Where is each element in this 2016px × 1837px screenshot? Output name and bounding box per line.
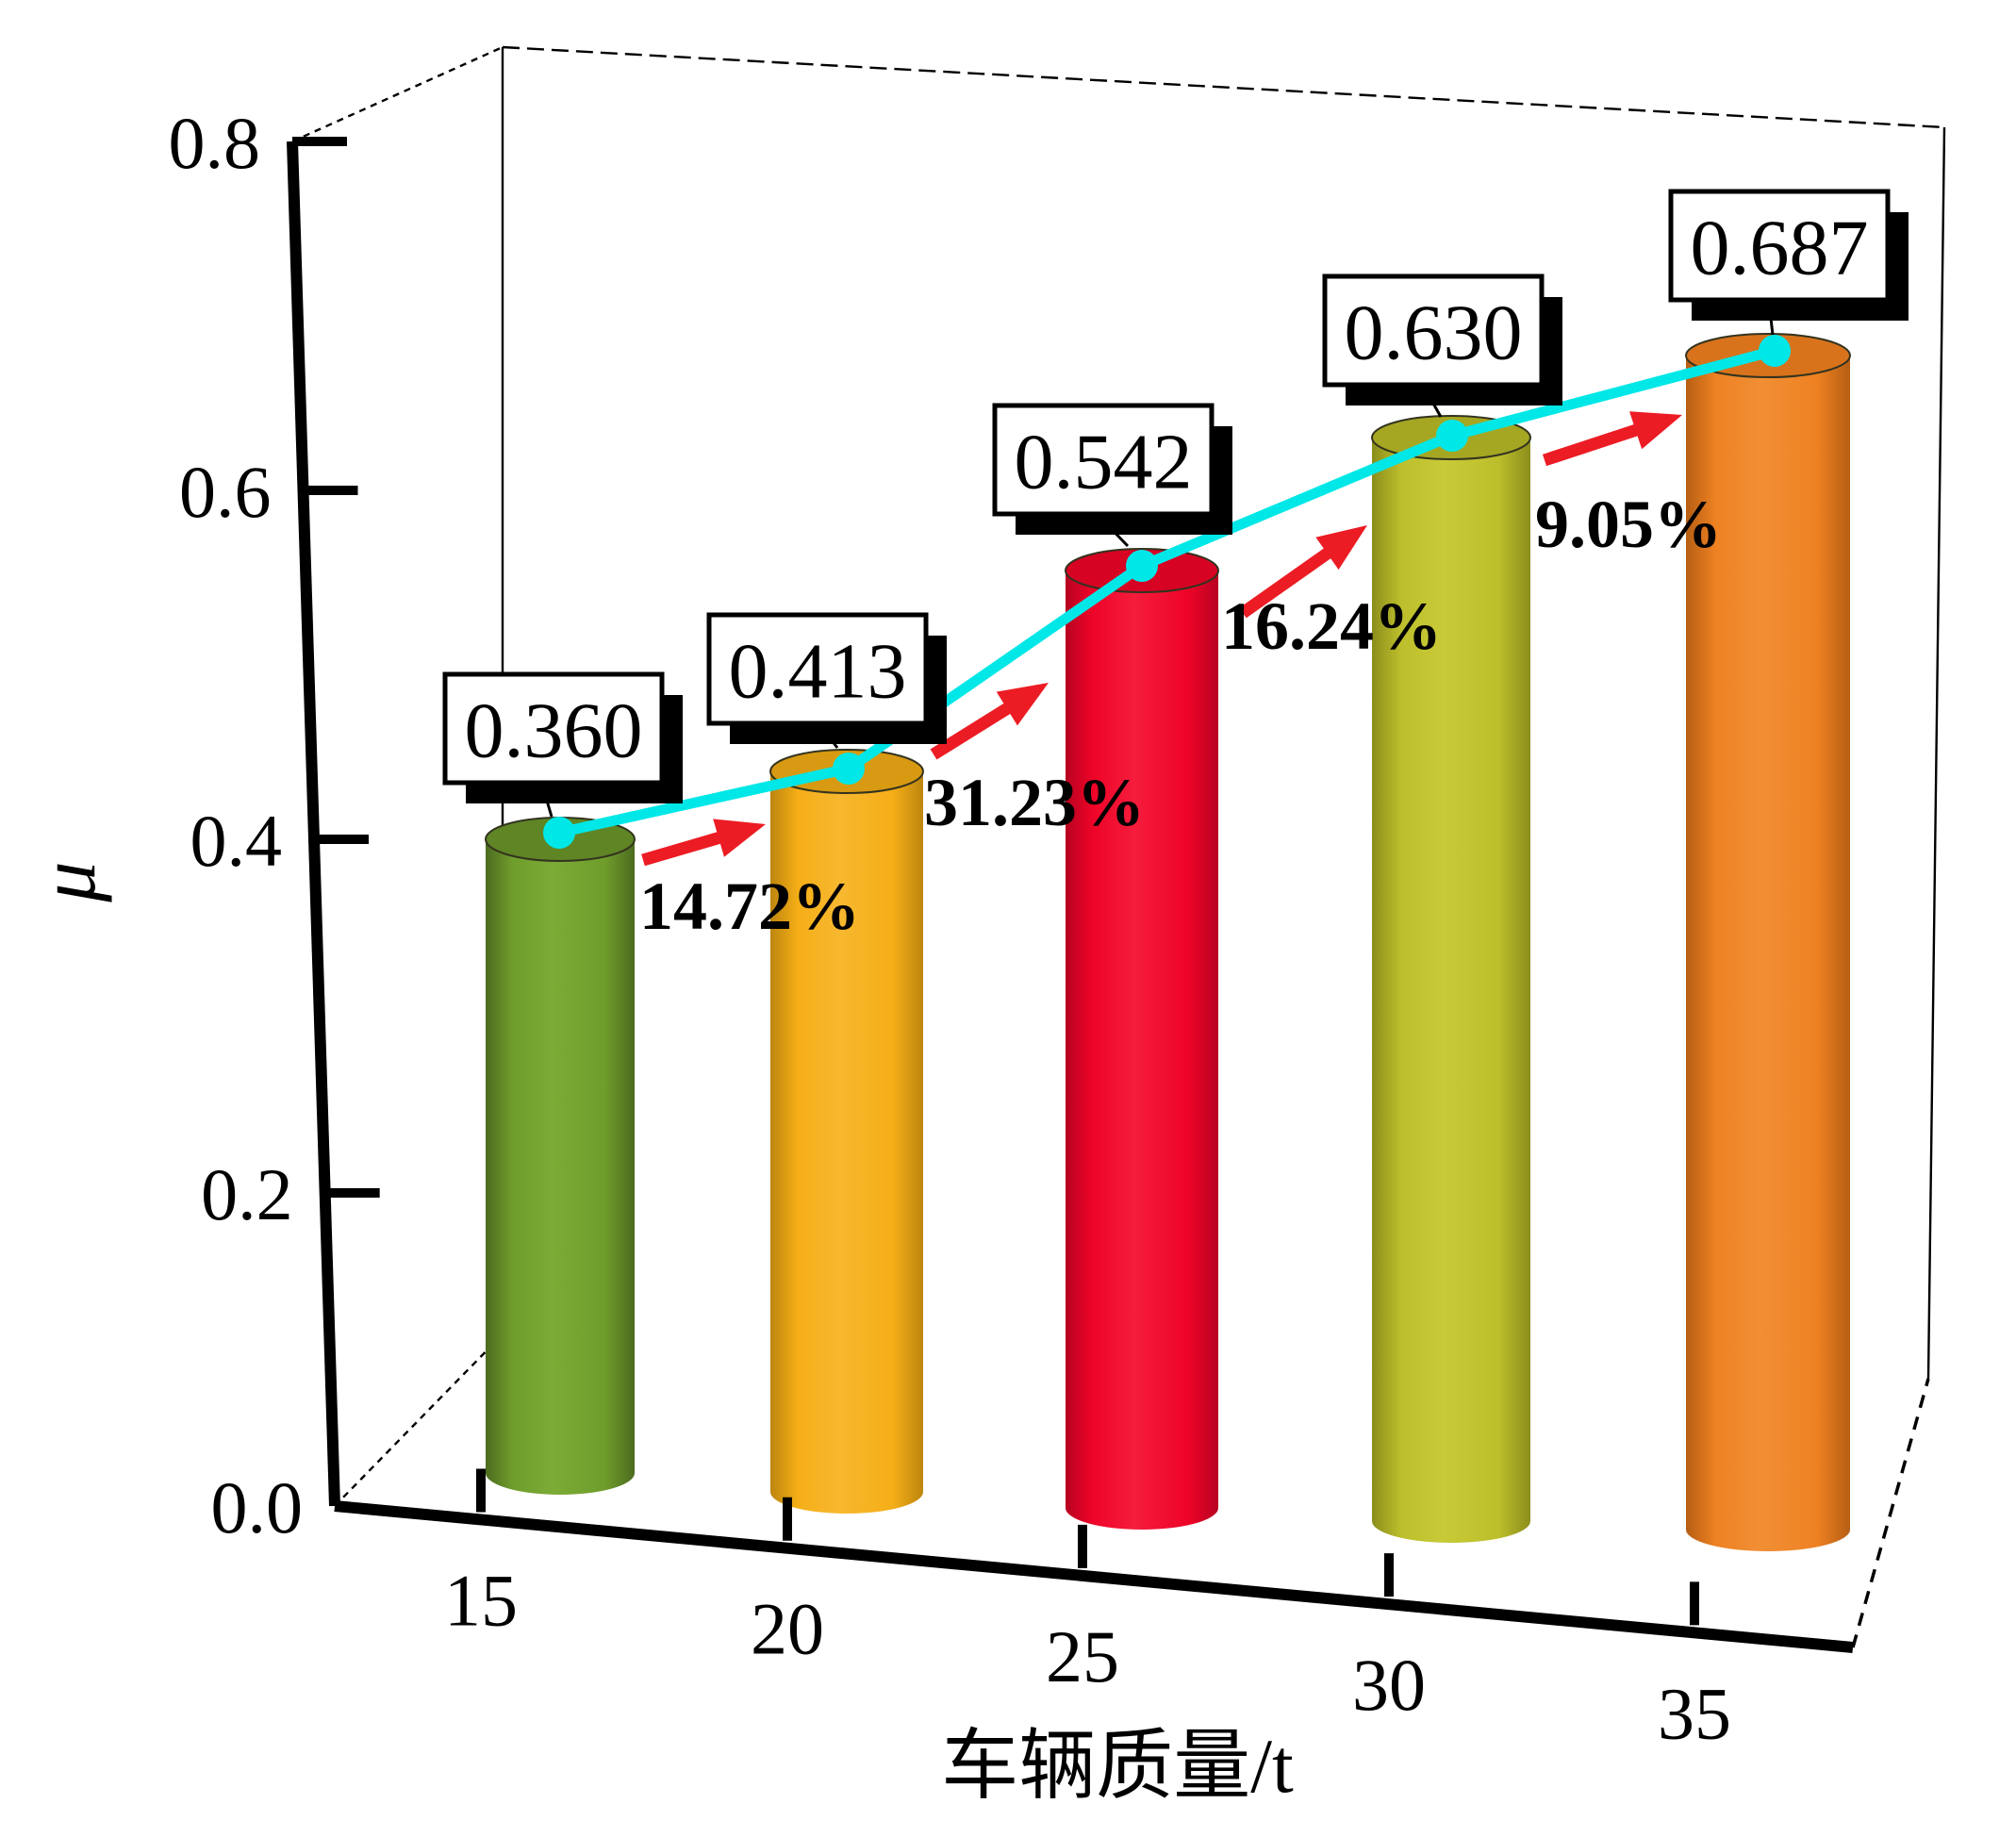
growth-arrow-shaft-2: [930, 700, 1016, 760]
trend-point-20: [833, 753, 865, 785]
x-tick-label-15: 15: [444, 1559, 518, 1641]
value-label-text-5: 0.687: [1691, 205, 1869, 292]
growth-arrow-head-2: [996, 683, 1049, 726]
growth-arrow-head-1: [713, 819, 766, 857]
value-label-box-4: [1322, 273, 1545, 388]
x-tick-label-30: 30: [1352, 1644, 1426, 1726]
value-label-box-5: [1668, 189, 1891, 303]
y-tick-label-0.2: 0.2: [201, 1153, 293, 1235]
bar-cylinder-body-30: [1372, 438, 1530, 1543]
x-axis-title: 车辆质量/t: [941, 1723, 1294, 1809]
trend-point-30: [1436, 420, 1468, 452]
x-tick-label-20: 20: [751, 1588, 824, 1670]
bar-cylinder-body-25: [1066, 571, 1218, 1530]
value-label-text-3: 0.542: [1015, 419, 1193, 506]
value-label-box-1: [442, 671, 665, 786]
frame-top-back-edge: [502, 45, 1945, 129]
frame-top-left-edge: [291, 45, 504, 143]
y-axis-title: μ: [22, 861, 112, 902]
frame-back-right-edge: [1926, 126, 1946, 1380]
growth-arrow-head-3: [1315, 525, 1367, 571]
x-tick-label-35: 35: [1658, 1672, 1731, 1754]
growth-arrow-head-4: [1629, 411, 1682, 450]
value-label-text-2: 0.413: [729, 628, 907, 716]
value-label-text-1: 0.360: [465, 687, 643, 775]
y-tick-label-0.0: 0.0: [211, 1466, 304, 1548]
growth-arrow-shaft-1: [641, 830, 726, 867]
y-tick-label-0.8: 0.8: [169, 102, 261, 184]
bar-cylinder-body-35: [1686, 356, 1850, 1551]
x-tick-label-25: 25: [1046, 1615, 1119, 1697]
growth-percent-label-4: 9.05%: [1535, 487, 1722, 562]
value-label-box-3: [992, 403, 1215, 517]
trend-point-35: [1759, 335, 1791, 367]
x-axis-line: [334, 1500, 1854, 1653]
bar-cylinder-body-15: [486, 839, 635, 1495]
frame-floor-right-dashed-edge: [1851, 1378, 1930, 1648]
value-label-text-4: 0.630: [1345, 290, 1523, 377]
growth-percent-label-1: 14.72%: [639, 869, 860, 944]
growth-percent-label-3: 16.24%: [1221, 588, 1442, 664]
bar-cylinder-body-20: [770, 771, 923, 1514]
value-label-box-2: [706, 612, 929, 726]
frame-floor-left-edge: [334, 1333, 504, 1507]
growth-percent-label-2: 31.23%: [924, 765, 1145, 840]
y-tick-label-0.4: 0.4: [190, 800, 283, 882]
y-axis-line: [287, 141, 340, 1507]
growth-arrow-shaft-3: [1239, 545, 1336, 619]
trend-point-15: [543, 817, 575, 849]
y-tick-label-0.6: 0.6: [179, 451, 272, 533]
trend-point-25: [1126, 550, 1158, 582]
growth-arrow-shaft-4: [1542, 422, 1644, 467]
